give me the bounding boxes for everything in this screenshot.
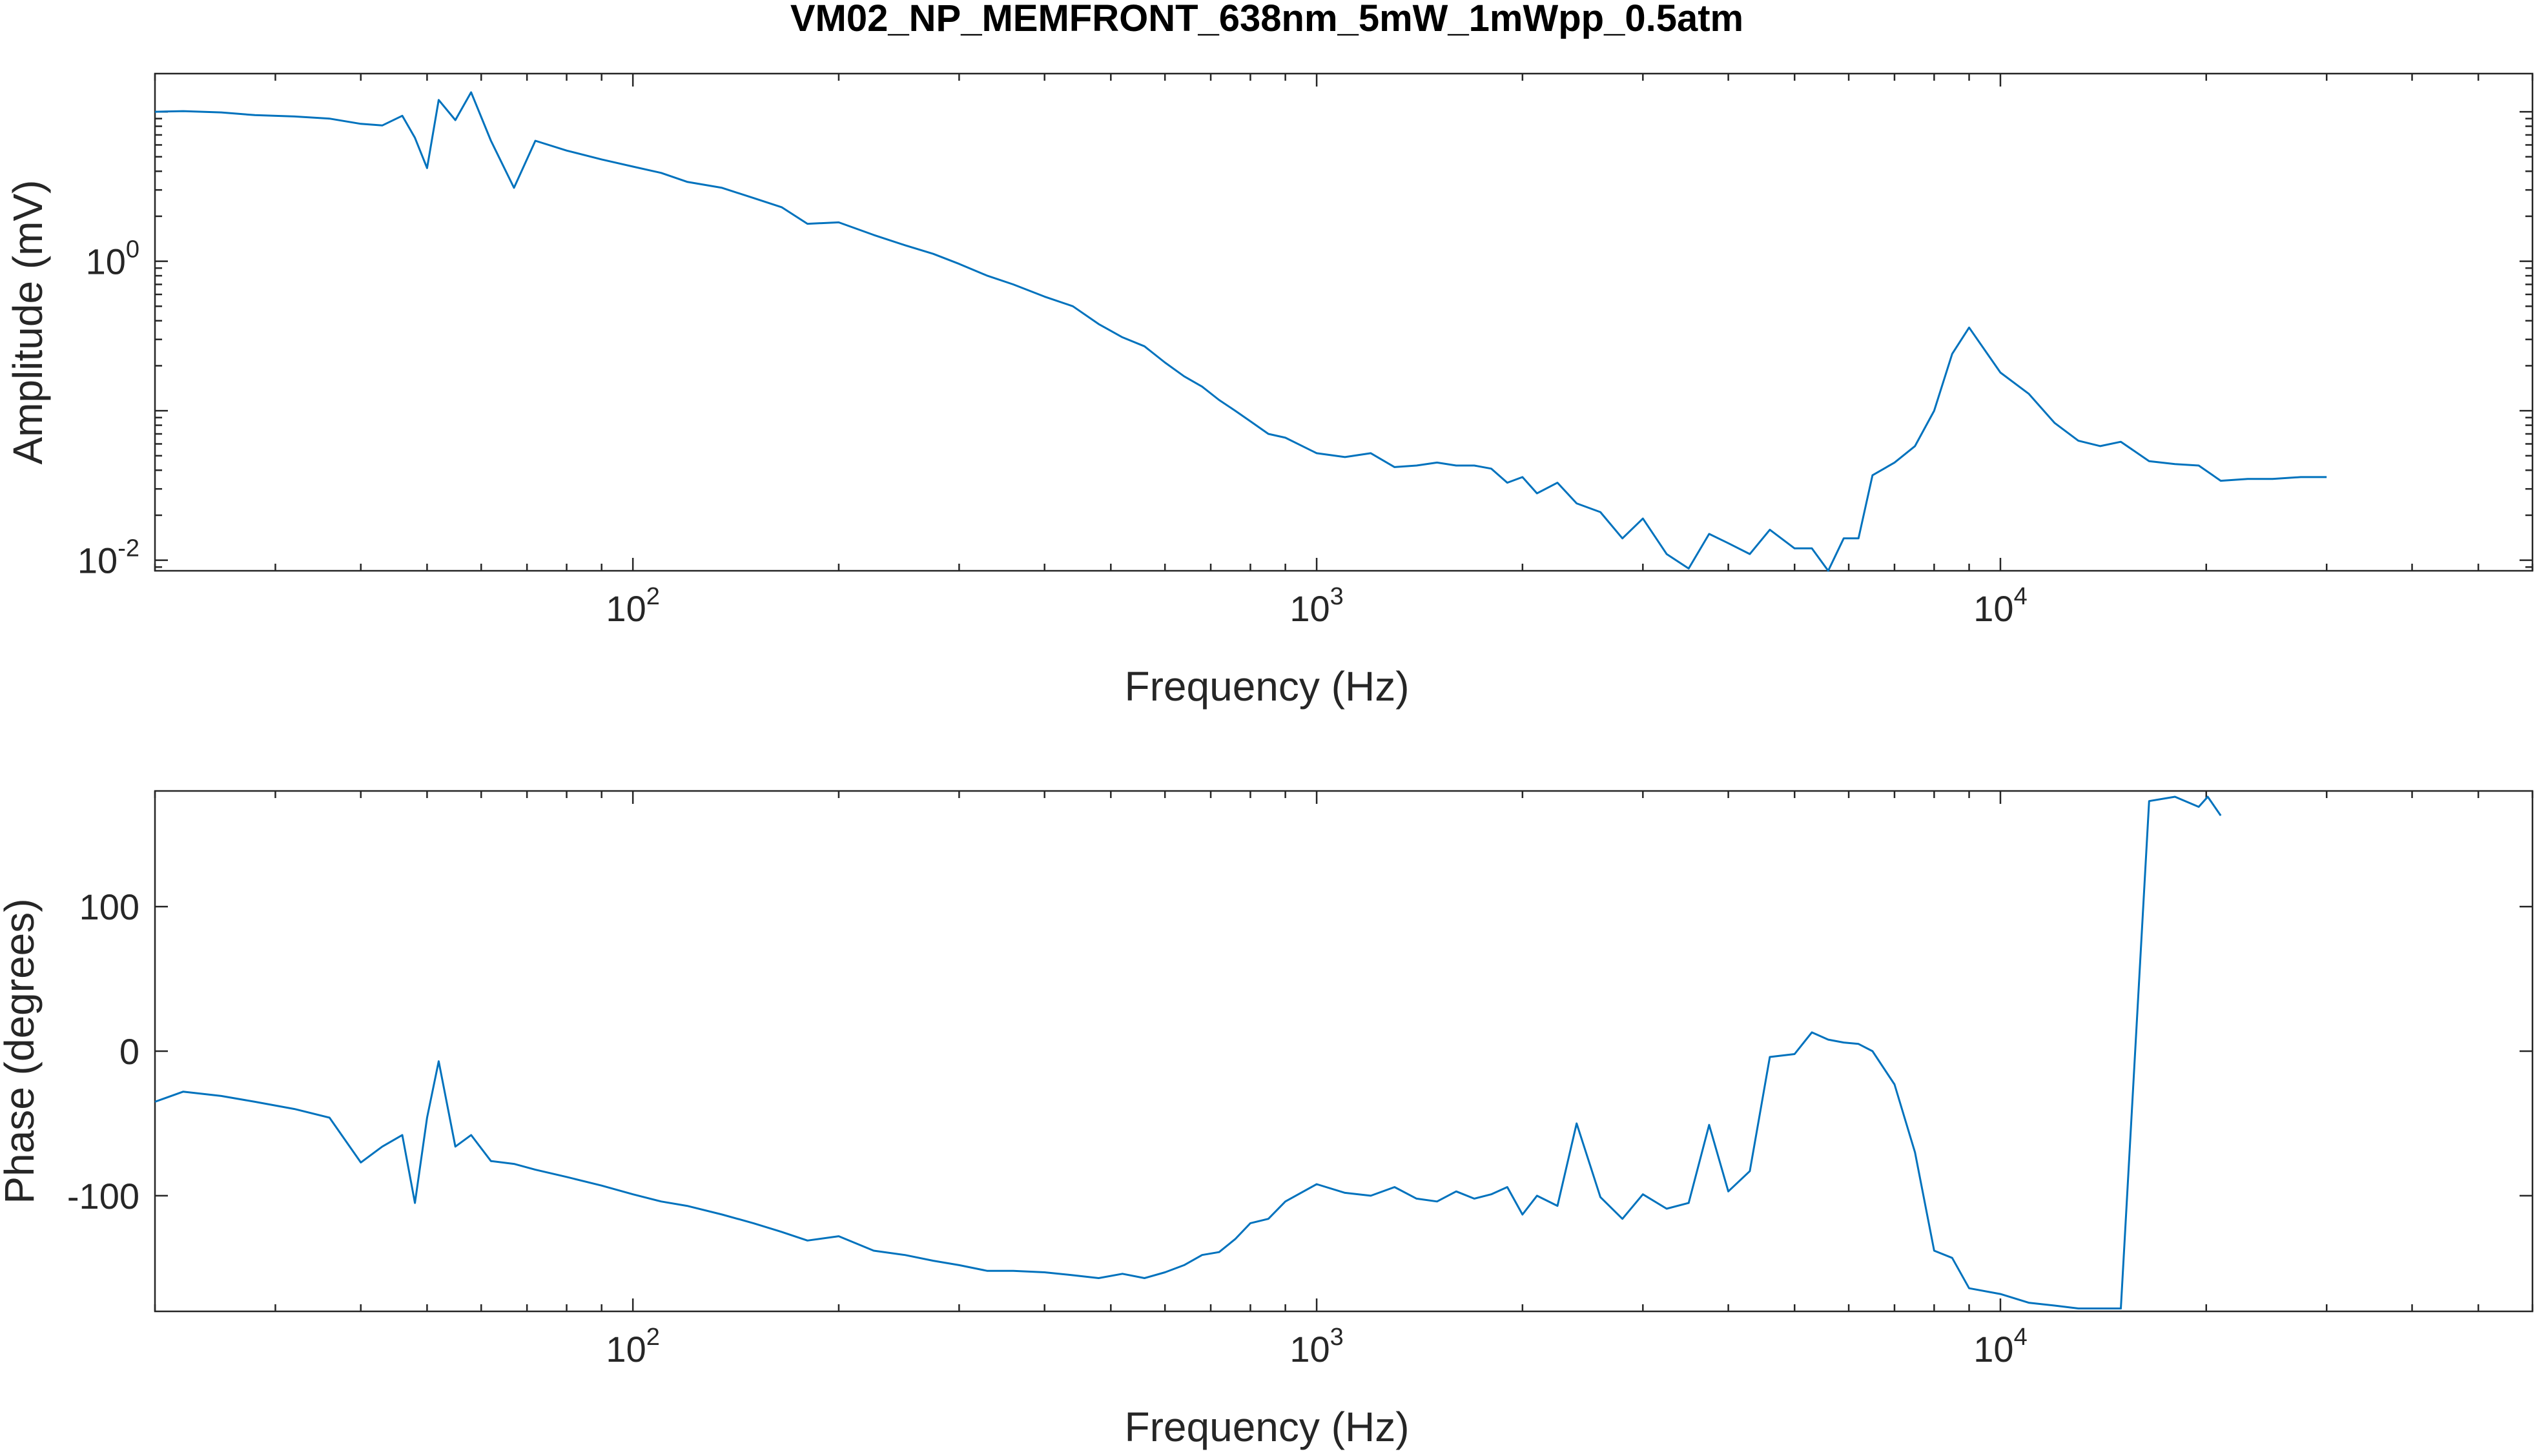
x-tick-label: 102 [606, 583, 659, 629]
y-tick-label: 0 [119, 1031, 139, 1072]
y-tick-label: 100 [86, 236, 139, 282]
amplitude-tick-labels: 102 103 104 100 10-2 [77, 236, 2028, 629]
x-tick-label: 104 [1973, 1324, 2027, 1369]
phase-ticks [154, 791, 2534, 1311]
y-tick-label: 100 [79, 887, 139, 927]
x-tick-label: 102 [606, 1324, 659, 1369]
amplitude-y-axis-label: Amplitude (mV) [5, 180, 51, 465]
amplitude-axes: 102 103 104 100 10-2 Frequency (Hz) Amplitud… [5, 72, 2534, 710]
amplitude-series-line [154, 91, 2327, 572]
amplitude-series [154, 91, 2327, 572]
y-tick-label: -100 [67, 1176, 139, 1216]
phase-axes: 102 103 104 100 0 -100 Frequency (Hz) Phase (… [0, 790, 2534, 1450]
phase-y-axis-label: Phase (degrees) [0, 898, 43, 1204]
x-tick-label: 104 [1973, 583, 2027, 629]
y-tick-label: 10-2 [77, 535, 139, 581]
amplitude-ticks [154, 74, 2534, 571]
amplitude-x-axis-label: Frequency (Hz) [1125, 663, 1410, 710]
figure-title: VM02_NP_MEMFRONT_638nm_5mW_1mWpp_0.5atm [790, 0, 1743, 39]
phase-tick-labels: 102 103 104 100 0 -100 [67, 887, 2028, 1369]
x-tick-label: 103 [1289, 1324, 1343, 1369]
phase-x-axis-label: Frequency (Hz) [1125, 1404, 1410, 1450]
amplitude-axes-frame [154, 72, 2534, 572]
phase-series-line [154, 795, 2222, 1309]
x-tick-label: 103 [1289, 583, 1343, 629]
phase-series [154, 795, 2222, 1309]
